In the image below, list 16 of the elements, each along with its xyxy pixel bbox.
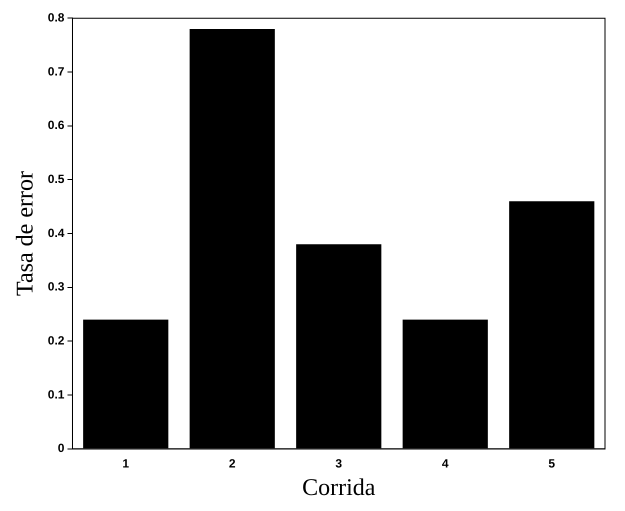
x-tick-label: 2 [228, 456, 236, 470]
x-tick-label: 3 [335, 456, 342, 470]
y-tick-label: 0 [58, 441, 65, 456]
y-axis-title: Tasa de error [12, 171, 39, 296]
y-tick-label: 0.5 [48, 172, 65, 186]
y-tick-label: 0.3 [48, 280, 65, 294]
x-tick-label: 4 [442, 456, 449, 470]
x-tick-label: 5 [548, 456, 556, 470]
y-tick-label: 0.1 [48, 387, 65, 402]
x-axis-title: Corrida [302, 474, 376, 501]
y-tick-label: 0.8 [48, 10, 65, 25]
y-tick-label: 0.2 [48, 333, 65, 348]
y-tick-label: 0.6 [48, 118, 65, 132]
y-tick-label: 0.7 [48, 64, 65, 78]
y-tick-label: 0.4 [48, 226, 65, 240]
x-tick-label: 1 [122, 456, 130, 470]
